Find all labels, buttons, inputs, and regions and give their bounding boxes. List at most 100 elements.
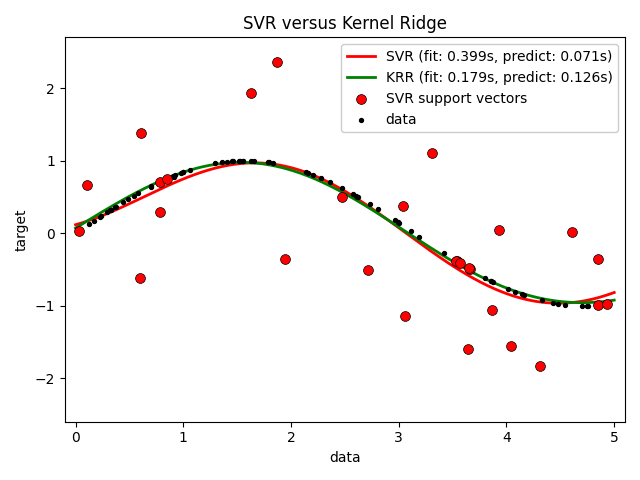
- data: [509, 288, 520, 295]
- data: [169, 174, 179, 181]
- SVR support vectors: [74, 228, 84, 235]
- data: [480, 274, 490, 282]
- data: [133, 190, 143, 197]
- KRR (fit: 0.179s, predict: 0.126s): (4.74, -0.958): 0.179s, predict: 0.126s): (4.74, -0.958): [582, 300, 589, 305]
- data: [178, 168, 188, 176]
- SVR support vectors: [136, 129, 147, 136]
- data: [102, 208, 112, 216]
- SVR support vectors: [452, 257, 462, 265]
- data: [394, 219, 404, 227]
- data: [301, 168, 311, 176]
- SVR (fit: 0.399s, predict: 0.071s): (0.98, 0.735): 0.399s, predict: 0.071s): (0.98, 0.735): [177, 177, 185, 183]
- data: [488, 278, 498, 286]
- data: [118, 198, 129, 206]
- KRR (fit: 0.179s, predict: 0.126s): (2.44, 0.589): 0.179s, predict: 0.126s): (2.44, 0.589): [335, 188, 343, 193]
- data: [234, 157, 244, 165]
- KRR (fit: 0.179s, predict: 0.126s): (1.53, 0.976): 0.179s, predict: 0.126s): (1.53, 0.976): [237, 159, 244, 165]
- data: [392, 218, 403, 226]
- data: [105, 207, 115, 215]
- data: [552, 300, 563, 308]
- Y-axis label: target: target: [15, 208, 29, 251]
- data: [170, 171, 180, 179]
- SVR support vectors: [493, 226, 504, 234]
- data: [89, 217, 99, 225]
- data: [582, 302, 592, 310]
- data: [414, 233, 424, 240]
- data: [308, 171, 318, 179]
- SVR support vectors: [280, 255, 290, 263]
- KRR (fit: 0.179s, predict: 0.126s): (0, 0.0703): 0.179s, predict: 0.126s): (0, 0.0703): [72, 225, 79, 231]
- data: [325, 178, 335, 186]
- SVR support vectors: [463, 264, 474, 272]
- data: [439, 249, 449, 257]
- data: [111, 203, 121, 211]
- data: [486, 277, 496, 285]
- data: [393, 218, 403, 226]
- data: [502, 285, 513, 292]
- KRR (fit: 0.179s, predict: 0.126s): (0.98, 0.831): 0.179s, predict: 0.126s): (0.98, 0.831): [177, 170, 185, 176]
- data: [537, 297, 547, 304]
- SVR (fit: 0.399s, predict: 0.071s): (0.299, 0.273): 0.399s, predict: 0.071s): (0.299, 0.273): [104, 211, 111, 216]
- SVR support vectors: [154, 208, 164, 216]
- data: [560, 301, 570, 309]
- SVR support vectors: [363, 266, 373, 274]
- data: [517, 290, 527, 298]
- SVR support vectors: [567, 228, 577, 235]
- SVR support vectors: [154, 178, 164, 186]
- data: [262, 158, 273, 166]
- SVR support vectors: [454, 259, 465, 267]
- SVR (fit: 0.399s, predict: 0.071s): (2.44, 0.626): 0.399s, predict: 0.071s): (2.44, 0.626): [335, 185, 343, 191]
- data: [353, 193, 364, 201]
- data: [316, 174, 326, 182]
- data: [249, 157, 259, 165]
- data: [227, 157, 237, 165]
- KRR (fit: 0.179s, predict: 0.126s): (0.0225, 0.0908): 0.179s, predict: 0.126s): (0.0225, 0.090…: [74, 224, 82, 229]
- data: [238, 157, 248, 165]
- data: [238, 157, 248, 165]
- SVR support vectors: [506, 342, 516, 349]
- data: [246, 157, 256, 165]
- SVR (fit: 0.399s, predict: 0.071s): (5, -0.818): 0.399s, predict: 0.071s): (5, -0.818): [611, 289, 618, 295]
- SVR support vectors: [593, 255, 603, 263]
- Legend: SVR (fit: 0.399s, predict: 0.071s), KRR (fit: 0.179s, predict: 0.126s), SVR supp: SVR (fit: 0.399s, predict: 0.071s), KRR …: [341, 44, 618, 132]
- data: [177, 168, 188, 176]
- data: [110, 203, 120, 211]
- Line: SVR (fit: 0.399s, predict: 0.071s): SVR (fit: 0.399s, predict: 0.071s): [76, 163, 614, 303]
- KRR (fit: 0.179s, predict: 0.126s): (5, -0.924): 0.179s, predict: 0.126s): (5, -0.924): [611, 297, 618, 303]
- data: [123, 195, 133, 203]
- data: [106, 206, 116, 214]
- SVR (fit: 0.399s, predict: 0.071s): (0.0225, 0.126): 0.399s, predict: 0.071s): (0.0225, 0.126…: [74, 221, 82, 227]
- SVR support vectors: [397, 202, 408, 210]
- SVR support vectors: [81, 181, 92, 189]
- data: [222, 158, 232, 166]
- SVR support vectors: [451, 257, 461, 265]
- data: [216, 158, 227, 166]
- data: [577, 302, 587, 310]
- data: [372, 205, 383, 213]
- data: [210, 159, 220, 167]
- data: [348, 190, 358, 198]
- data: [147, 182, 157, 190]
- data: [519, 291, 529, 299]
- data: [303, 169, 314, 177]
- data: [234, 157, 244, 165]
- data: [228, 157, 238, 165]
- data: [582, 302, 593, 310]
- data: [176, 169, 186, 177]
- SVR (fit: 0.399s, predict: 0.071s): (4.48, -0.966): 0.399s, predict: 0.071s): (4.48, -0.966): [555, 300, 563, 306]
- SVR support vectors: [135, 274, 145, 282]
- Title: SVR versus Kernel Ridge: SVR versus Kernel Ridge: [243, 15, 447, 33]
- KRR (fit: 0.179s, predict: 0.126s): (0.299, 0.339): 0.179s, predict: 0.126s): (0.299, 0.339): [104, 206, 111, 212]
- SVR support vectors: [400, 312, 410, 320]
- data: [390, 216, 400, 224]
- data: [591, 301, 601, 309]
- data: [268, 159, 278, 167]
- data: [95, 213, 105, 221]
- KRR (fit: 0.179s, predict: 0.126s): (4.7, -0.958): 0.179s, predict: 0.126s): (4.7, -0.958): [578, 300, 586, 306]
- data: [145, 183, 156, 191]
- data: [129, 192, 139, 200]
- data: [351, 192, 361, 200]
- SVR support vectors: [593, 301, 603, 309]
- SVR (fit: 0.399s, predict: 0.071s): (1.66, 0.969): 0.399s, predict: 0.071s): (1.66, 0.969): [251, 160, 259, 166]
- SVR support vectors: [465, 265, 475, 273]
